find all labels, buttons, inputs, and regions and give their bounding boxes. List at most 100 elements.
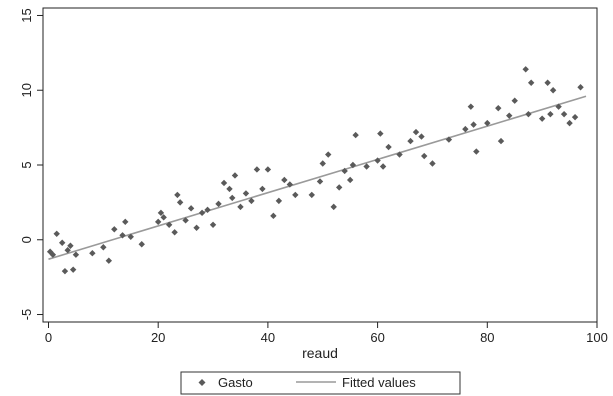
- data-point: [105, 257, 113, 264]
- data-point: [522, 66, 529, 73]
- data-point: [571, 113, 579, 121]
- data-point: [292, 191, 299, 199]
- fitted-values-line: [48, 95, 587, 260]
- data-point: [215, 200, 222, 208]
- data-point: [226, 185, 233, 193]
- data-point: [67, 242, 74, 249]
- data-point: [555, 103, 562, 110]
- data-point: [122, 218, 129, 226]
- data-point: [547, 110, 554, 118]
- data-point: [198, 209, 206, 217]
- data-point: [462, 125, 469, 133]
- x-axis: 0 20 40 60 80 100: [45, 322, 608, 345]
- data-point: [100, 244, 107, 251]
- y-tick-label: 15: [19, 8, 34, 22]
- x-tick-label: 80: [480, 330, 494, 345]
- data-point: [286, 181, 294, 188]
- data-point: [549, 87, 557, 94]
- x-axis-title: reaud: [302, 345, 338, 361]
- data-point: [187, 205, 195, 212]
- data-point: [577, 84, 584, 91]
- x-tick-label: 60: [370, 330, 384, 345]
- data-point: [182, 217, 189, 224]
- data-point: [176, 199, 184, 206]
- data-point: [270, 212, 277, 220]
- data-point: [49, 251, 57, 258]
- data-point: [412, 128, 420, 136]
- data-point: [165, 221, 173, 229]
- x-tick-label: 100: [586, 330, 608, 345]
- data-point: [407, 137, 414, 145]
- data-point: [259, 185, 266, 193]
- legend-label-gasto: Gasto: [218, 375, 253, 390]
- data-point: [69, 266, 77, 273]
- data-point: [275, 197, 283, 205]
- data-point: [374, 157, 381, 164]
- data-point: [346, 176, 354, 184]
- data-point: [429, 160, 436, 167]
- legend: Gasto Fitted values: [180, 371, 461, 395]
- data-point: [473, 148, 480, 155]
- data-point: [467, 103, 475, 110]
- data-point: [61, 267, 69, 275]
- data-point: [154, 218, 162, 226]
- data-point: [281, 176, 288, 184]
- data-point: [174, 191, 181, 199]
- data-point: [566, 119, 573, 127]
- data-point: [330, 203, 337, 211]
- data-point: [319, 160, 326, 167]
- data-point: [160, 214, 167, 221]
- data-point: [511, 97, 518, 104]
- data-point: [242, 190, 250, 197]
- legend-label-fitted-values: Fitted values: [342, 375, 416, 390]
- data-point: [64, 247, 71, 254]
- data-point: [544, 79, 551, 86]
- data-point: [341, 167, 348, 175]
- legend-marker-gasto: [198, 379, 206, 386]
- data-point: [418, 133, 425, 140]
- data-point: [495, 104, 502, 112]
- y-tick-label: -5: [19, 309, 34, 321]
- data-point: [527, 79, 535, 86]
- data-point: [421, 152, 428, 160]
- data-point: [220, 179, 228, 187]
- legend-box: [180, 371, 461, 395]
- data-point: [127, 233, 134, 240]
- data-point: [89, 250, 96, 257]
- fit-line-layer: [48, 95, 587, 260]
- data-point: [445, 136, 453, 143]
- data-point: [316, 178, 324, 185]
- scatter-points: [46, 66, 584, 275]
- data-point: [538, 115, 546, 122]
- data-point: [138, 241, 145, 248]
- data-point: [209, 221, 217, 229]
- data-point: [72, 251, 80, 258]
- x-tick-label: 0: [45, 330, 52, 345]
- data-point: [53, 230, 60, 237]
- data-point: [308, 191, 315, 199]
- x-tick-label: 20: [151, 330, 165, 345]
- data-point: [58, 239, 66, 246]
- data-point: [253, 166, 261, 173]
- data-point: [470, 121, 477, 128]
- data-point: [325, 151, 332, 158]
- y-tick-label: 10: [19, 83, 34, 97]
- data-point: [231, 172, 239, 179]
- data-point: [379, 163, 387, 170]
- data-point: [229, 194, 236, 202]
- data-point: [349, 161, 357, 169]
- data-point: [264, 166, 272, 173]
- data-point: [396, 151, 403, 158]
- data-point: [506, 112, 513, 119]
- y-tick-label: 0: [19, 236, 34, 243]
- data-point: [352, 131, 359, 139]
- data-point: [204, 206, 211, 214]
- data-point: [363, 163, 370, 170]
- data-point: [157, 209, 165, 217]
- data-point: [237, 203, 244, 211]
- data-point: [335, 184, 343, 191]
- data-point: [248, 197, 255, 205]
- data-point: [525, 110, 532, 118]
- data-point: [111, 226, 118, 233]
